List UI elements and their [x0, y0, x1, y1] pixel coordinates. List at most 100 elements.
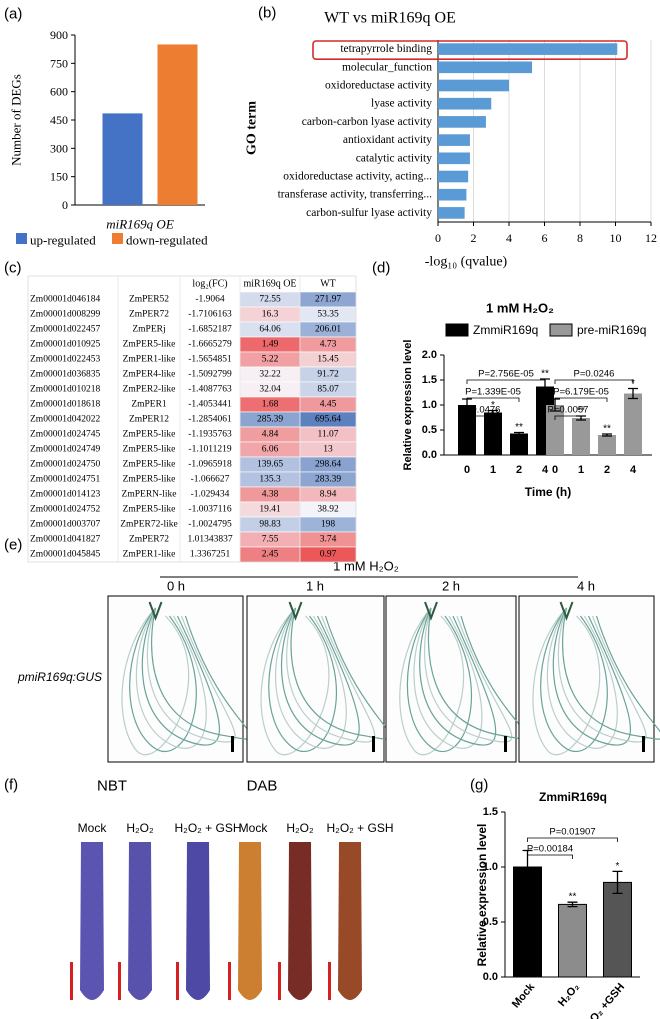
bar	[598, 435, 616, 455]
root-crown	[148, 601, 163, 621]
bracket	[466, 379, 546, 384]
y-tick-label: 300	[50, 141, 68, 155]
p-value: P=1.339E-05	[465, 387, 521, 398]
x-tick-label: 10	[610, 231, 622, 245]
x-tick-label: 4	[542, 464, 549, 476]
table-frame	[27, 275, 357, 563]
table-cell: Zm00001d010218	[30, 385, 100, 395]
x-axis-label: miR169q OE	[106, 217, 174, 232]
root	[121, 607, 190, 756]
x-tick-label: H₂O₂	[556, 981, 582, 1009]
treatment-label: H₂O₂	[286, 821, 314, 835]
root-crown	[288, 601, 303, 621]
table-cell: -1.0037116	[188, 505, 231, 515]
scale-bar	[328, 962, 331, 1000]
p-value: P=6.179E-05	[553, 387, 609, 398]
table-cell: Zm00001d045845	[30, 550, 100, 560]
category-label: oxidoreductase activity	[325, 80, 432, 92]
stained-root	[128, 842, 152, 1000]
table-cell: Zm00001d036835	[30, 370, 100, 380]
construct-label: pmiR169q:GUS	[17, 670, 102, 684]
root	[423, 607, 513, 743]
table-cell: 7.55	[262, 535, 279, 545]
significance: **	[577, 406, 585, 417]
bracket	[527, 837, 618, 842]
stained-root	[338, 842, 362, 1000]
bar	[484, 412, 502, 455]
significance: *	[616, 861, 620, 872]
table-cell: Zm00001d024752	[30, 505, 100, 515]
bar	[510, 433, 528, 455]
x-tick-label: 8	[577, 231, 583, 245]
legend-label: pre-miR169q	[577, 323, 646, 337]
x-axis-label: Time (h)	[525, 485, 571, 499]
bracket	[554, 379, 634, 384]
p-value: P=2.756E-05	[478, 369, 534, 380]
x-axis-label: -log₁₀ (qvalue)	[425, 255, 508, 270]
table-cell: ZmPER5-like	[123, 445, 176, 455]
table-cell: 1.01343837	[187, 535, 232, 545]
table-cell: 298.64	[315, 460, 341, 470]
scale-bar	[231, 736, 234, 752]
bar	[513, 866, 542, 978]
y-tick-label: 750	[50, 56, 68, 70]
y-tick-label: 0.5	[483, 916, 498, 928]
bracket	[466, 415, 494, 420]
root	[129, 607, 197, 753]
p-value: P=0.0246	[574, 369, 615, 380]
y-tick-label: 0.0	[422, 449, 437, 461]
scale-bar	[70, 962, 73, 1000]
table-cell: 8.94	[320, 490, 337, 500]
bar	[438, 134, 470, 146]
table-cell: 53.35	[317, 310, 339, 320]
legend-swatch	[549, 323, 573, 337]
root	[406, 607, 472, 753]
table-cell: ZmPER72	[129, 310, 169, 320]
bar	[438, 43, 618, 55]
panel-letter: (b)	[258, 5, 276, 22]
table-cell: ZmPER5-like	[123, 475, 176, 485]
panel-letter: (f)	[4, 777, 18, 794]
table-cell: -1.0024795	[188, 520, 232, 530]
category-label: molecular_function	[342, 61, 432, 73]
y-tick-label: 0.5	[422, 424, 437, 436]
table-cell: Zm00001d014123	[30, 490, 100, 500]
table-cell: Zm00001d022457	[30, 325, 100, 335]
panel-letter: (a)	[4, 6, 22, 23]
x-tick-label: 12	[645, 231, 657, 245]
table-cell: ZmPER12	[129, 415, 169, 425]
chart-title: WT vs miR169q OE	[324, 10, 456, 27]
table-cell: ZmPER72-like	[120, 520, 178, 530]
root	[546, 607, 618, 749]
error-bar	[628, 387, 638, 400]
treatment-label: Mock	[78, 821, 108, 835]
table-cell: Zm00001d024751	[30, 475, 100, 485]
table-cell: 91.72	[317, 370, 339, 380]
bar	[438, 97, 492, 110]
root	[260, 607, 330, 756]
table-cell: Zm00001d042022	[30, 415, 100, 425]
p-value: P=0.0057	[548, 405, 589, 416]
bar	[438, 61, 533, 74]
root-crown	[424, 601, 438, 621]
y-tick-label: 600	[50, 85, 68, 99]
table-cell: Zm00001d003707	[30, 520, 100, 530]
category-label: catalytic activity	[356, 152, 433, 164]
category-label: oxidoreductase activity, acting...	[283, 171, 432, 183]
table-cell: 16.3	[262, 310, 279, 320]
table-cell: 38.92	[317, 505, 339, 515]
panel-letter: (c)	[4, 260, 22, 277]
significance: **	[569, 892, 577, 903]
significance: **	[541, 369, 549, 380]
x-tick-label: 0	[435, 231, 441, 245]
y-tick-label: 1.0	[483, 861, 498, 873]
x-tick-label: 6	[542, 231, 548, 245]
root	[135, 607, 207, 749]
table-cell: ZmPER5-like	[123, 430, 176, 440]
root	[552, 607, 631, 746]
root	[275, 607, 347, 749]
stained-root	[288, 842, 312, 1000]
root	[419, 607, 497, 746]
root-crown	[559, 601, 574, 621]
legend-label: ZmmiR169q	[473, 323, 538, 337]
